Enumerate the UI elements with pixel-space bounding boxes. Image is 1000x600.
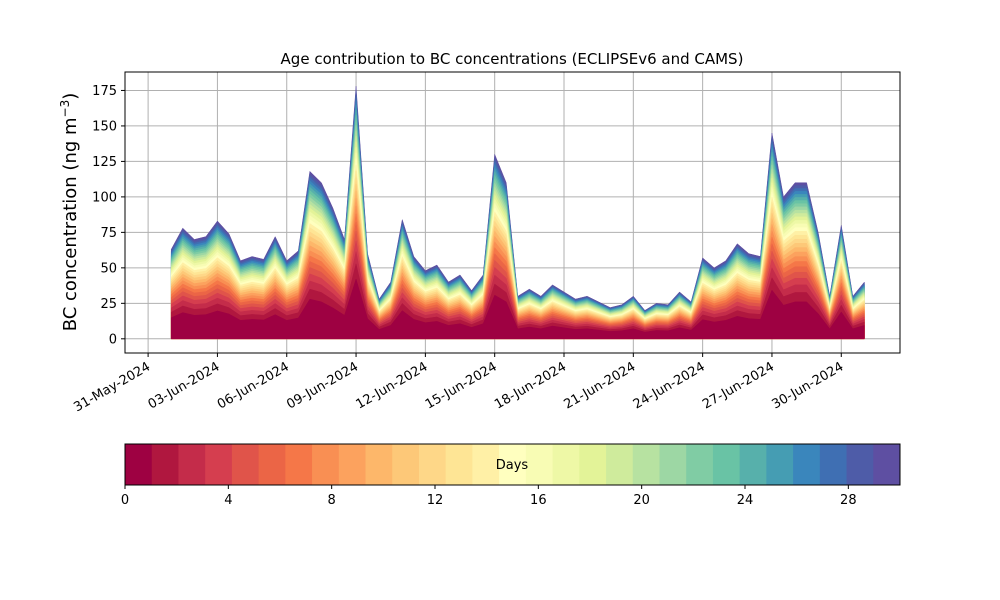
colorbar-segment <box>205 444 233 485</box>
colorbar-segment <box>472 444 500 485</box>
x-tick-label: 30-Jun-2024 <box>769 359 846 412</box>
colorbar-segment <box>178 444 206 485</box>
x-tick-label: 12-Jun-2024 <box>354 359 431 412</box>
colorbar-frame <box>124 443 901 486</box>
y-tick-label: 0 <box>109 332 117 347</box>
y-tick-label: 175 <box>92 84 117 99</box>
x-tick-label: 21-Jun-2024 <box>562 359 639 412</box>
colorbar-tick-label: 12 <box>427 493 444 508</box>
y-tick-label: 75 <box>100 226 117 241</box>
x-tick-label: 06-Jun-2024 <box>215 359 292 412</box>
colorbar-segment <box>606 444 634 485</box>
age-band-0 <box>170 278 865 340</box>
colorbar-segment <box>125 444 153 485</box>
colorbar-segment <box>766 444 794 485</box>
x-tick-label: 18-Jun-2024 <box>492 359 569 412</box>
y-axis: 0 25 50 75 100 125 150 175 <box>92 84 125 347</box>
colorbar-segment <box>525 444 554 485</box>
colorbar-tick-label: 8 <box>328 493 336 508</box>
colorbar-segment <box>846 444 874 485</box>
y-tick-label: 25 <box>100 297 117 312</box>
x-tick-label: 31-May-2024 <box>71 359 153 415</box>
colorbar-segment <box>231 444 260 485</box>
colorbar-segment <box>151 444 179 485</box>
colorbar-tick-label: 16 <box>530 493 547 508</box>
colorbar-segment <box>338 444 367 485</box>
colorbar-segment <box>392 444 420 485</box>
y-axis-label-text: BC concentration (ng m <box>60 117 81 331</box>
colorbar-segment <box>686 444 714 485</box>
plot-frame <box>124 71 901 354</box>
colorbar-segment <box>365 444 393 485</box>
x-tick-label: 24-Jun-2024 <box>631 359 708 412</box>
colorbar-segment <box>552 444 580 485</box>
colorbar-segment <box>312 444 340 485</box>
colorbar-tick-label: 24 <box>737 493 754 508</box>
colorbar-tick-label: 20 <box>633 493 650 508</box>
colorbar-segment <box>659 444 687 485</box>
y-tick-label: 150 <box>92 119 117 134</box>
colorbar-segment <box>793 444 821 485</box>
colorbar-tick-label: 0 <box>121 493 129 508</box>
y-tick-label: 100 <box>92 190 117 205</box>
colorbar-segment <box>499 444 527 485</box>
colorbar-segment <box>712 444 741 485</box>
colorbar-segment <box>418 444 447 485</box>
colorbar-label: Days <box>496 458 529 473</box>
x-tick-label: 15-Jun-2024 <box>423 359 500 412</box>
y-axis-label-sup: −3 <box>58 100 72 118</box>
colorbar-ticks: 0 4 8 12 16 20 24 28 <box>121 485 857 508</box>
x-tick-label: 27-Jun-2024 <box>700 359 777 412</box>
colorbar-segment <box>445 444 473 485</box>
colorbar-segment <box>873 444 901 485</box>
colorbar-tick-label: 4 <box>224 493 232 508</box>
x-tick-label: 03-Jun-2024 <box>146 359 223 412</box>
colorbar-segment <box>258 444 286 485</box>
y-axis-label: BC concentration (ng m−3) <box>58 93 81 332</box>
colorbar-segment <box>579 444 607 485</box>
colorbar-segment <box>819 444 848 485</box>
colorbar <box>124 443 901 486</box>
colorbar-segment <box>285 444 313 485</box>
y-tick-label: 50 <box>100 261 117 276</box>
colorbar-tick-label: 28 <box>840 493 857 508</box>
x-tick-label: 09-Jun-2024 <box>284 359 361 412</box>
x-axis: 31-May-202403-Jun-202406-Jun-202409-Jun-… <box>71 353 846 415</box>
chart-title: Age contribution to BC concentrations (E… <box>281 50 744 68</box>
y-tick-label: 125 <box>92 155 117 170</box>
area-layer <box>170 86 865 340</box>
y-axis-label-close: ) <box>60 93 81 100</box>
colorbar-segment <box>739 444 767 485</box>
colorbar-segment <box>632 444 660 485</box>
